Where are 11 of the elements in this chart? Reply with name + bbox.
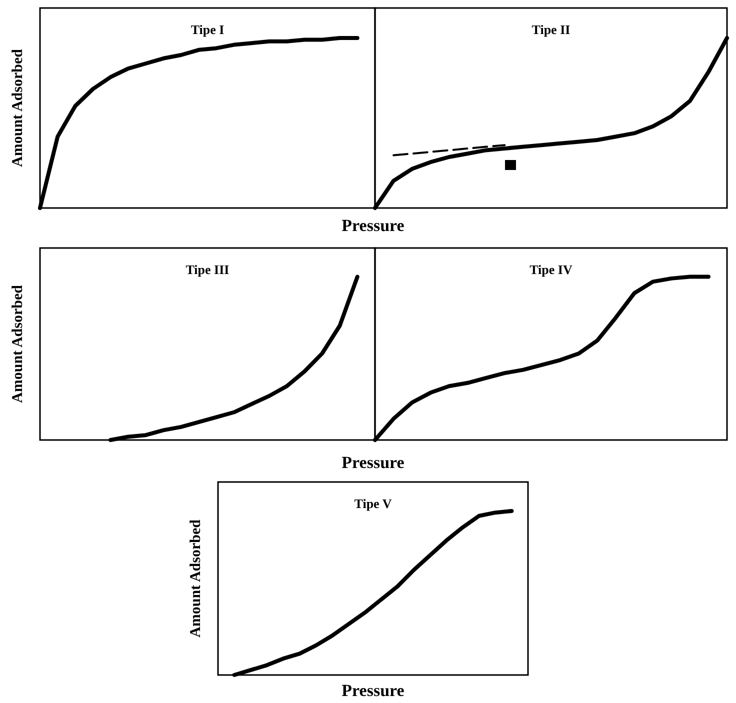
chart-title: Tipe V	[354, 496, 392, 511]
y-axis-title: Amount Adsorbed	[10, 284, 26, 403]
x-axis-title: Pressure	[342, 453, 405, 472]
x-axis-title: Pressure	[342, 681, 405, 700]
chart-title: Tipe III	[186, 262, 230, 277]
x-axis-title: Pressure	[342, 216, 405, 235]
chart-title: Tipe IV	[530, 262, 573, 277]
y-axis-title: Amount Adsorbed	[188, 518, 204, 638]
chart-title: Tipe II	[532, 22, 570, 37]
y-axis-title: Amount Adsorbed	[10, 48, 26, 167]
chart-title: Tipe I	[190, 22, 224, 37]
